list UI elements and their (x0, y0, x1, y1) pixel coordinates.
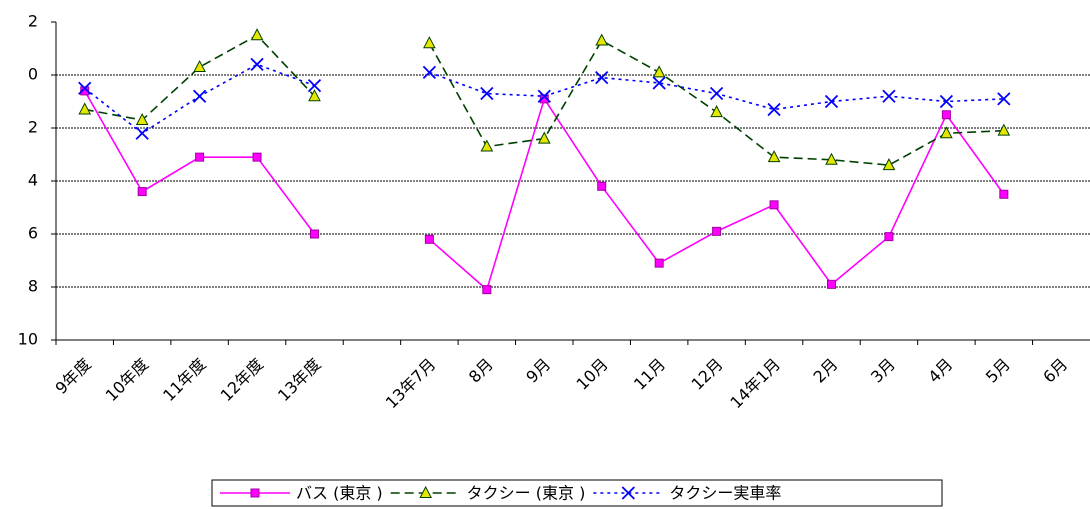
marker (882, 158, 896, 171)
x-tick-label: 9年度 (51, 355, 94, 398)
series-line (84, 90, 1005, 292)
marker (423, 36, 436, 49)
marker (250, 57, 264, 72)
legend-box (211, 479, 943, 507)
marker (308, 89, 321, 102)
marker (882, 89, 896, 103)
marker (424, 234, 434, 244)
x-tick-label: 11月 (630, 355, 669, 394)
marker (654, 258, 664, 268)
marker (595, 71, 609, 85)
x-tick-label: 13年7月 (382, 355, 440, 413)
y-tick-label: 10 (18, 330, 38, 349)
marker (419, 485, 432, 498)
marker (307, 78, 322, 93)
x-tick-label: 9月 (522, 355, 554, 387)
x-tick-label: 4月 (924, 355, 956, 387)
y-tick-label: 8 (28, 277, 38, 296)
x-tick-label: 12年度 (217, 355, 267, 405)
marker (537, 131, 551, 144)
marker (939, 94, 954, 109)
marker (767, 102, 781, 117)
marker (422, 65, 437, 79)
y-tick-label: 6 (28, 224, 38, 243)
x-tick-label: 13年度 (274, 355, 324, 405)
x-tick-label: 11年度 (159, 355, 209, 405)
marker (940, 126, 953, 139)
marker (709, 86, 724, 101)
marker (652, 65, 666, 78)
marker (652, 76, 666, 90)
marker (193, 59, 206, 73)
marker (135, 112, 149, 126)
marker (824, 94, 839, 109)
marker (537, 89, 551, 103)
x-tick-label: 5月 (982, 355, 1014, 387)
x-tick-label: 8月 (465, 355, 497, 387)
x-tick-label: 6月 (1039, 355, 1071, 387)
marker (539, 94, 549, 104)
x-tick-label: 12月 (687, 355, 726, 394)
marker (310, 229, 319, 239)
legend: バス (東京 ) タクシー (東京 ) タクシー実車率 (211, 479, 943, 507)
marker (769, 200, 779, 210)
marker (480, 86, 494, 101)
marker (80, 86, 90, 96)
marker (137, 187, 147, 197)
y-tick-label: 2 (28, 118, 38, 137)
marker (480, 139, 494, 152)
marker (597, 181, 607, 191)
x-tick-label: 10年度 (102, 355, 152, 405)
marker (135, 126, 149, 140)
x-tick-label: 14年1月 (726, 355, 784, 413)
legend-label: タクシー実車率 (669, 484, 781, 503)
marker (595, 33, 609, 46)
marker (195, 152, 205, 162)
marker (767, 150, 781, 163)
marker (997, 123, 1011, 136)
marker (252, 152, 262, 162)
marker (884, 232, 894, 242)
x-tick-label: 3月 (867, 355, 899, 387)
marker (712, 226, 722, 236)
marker (941, 110, 951, 120)
marker (621, 486, 635, 500)
marker (482, 285, 492, 295)
marker (827, 279, 836, 289)
y-tick-label: 0 (28, 65, 38, 84)
y-tick-label: 4 (28, 171, 38, 190)
marker (997, 92, 1011, 106)
legend-label: バス (東京 ) (296, 484, 383, 503)
x-tick-label: 2月 (810, 355, 842, 387)
marker (78, 102, 92, 115)
y-tick-label: 2 (28, 12, 38, 31)
marker (192, 89, 207, 103)
legend-label: タクシー (東京 ) (467, 484, 586, 503)
x-tick-label: 10月 (573, 355, 612, 394)
marker (250, 488, 260, 498)
marker (78, 81, 92, 95)
marker (825, 152, 838, 165)
marker (710, 105, 723, 118)
marker (250, 28, 264, 41)
marker (999, 189, 1009, 199)
